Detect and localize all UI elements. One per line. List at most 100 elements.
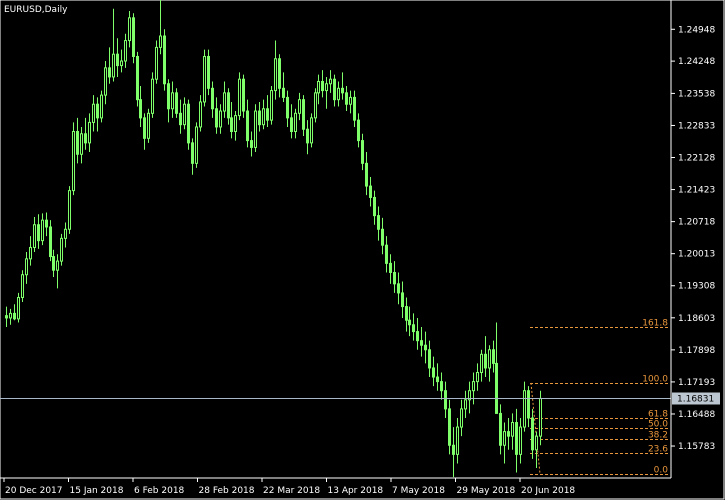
candle-body <box>349 96 352 105</box>
candle-body <box>132 17 135 57</box>
current-price-tag <box>672 392 720 405</box>
candle-body <box>266 108 269 121</box>
candle-body <box>37 224 40 242</box>
candle-body <box>195 126 198 164</box>
candle-body <box>191 142 194 164</box>
candle-body <box>412 324 415 333</box>
candle-body <box>357 119 360 142</box>
candle-body <box>306 128 309 144</box>
candle-body <box>507 431 510 437</box>
candle-body <box>511 422 514 437</box>
candle-body <box>207 55 210 89</box>
candle-body <box>120 60 123 67</box>
candle-body <box>76 131 79 155</box>
candle-body <box>460 408 463 428</box>
y-tick-label: 1.19308 <box>678 282 715 292</box>
candle-body <box>452 444 455 455</box>
candle-body <box>234 115 237 133</box>
candle-body <box>448 408 451 446</box>
candle-body <box>294 112 297 133</box>
candle-body <box>56 260 59 271</box>
candle-body <box>373 196 376 217</box>
candle-body <box>13 312 16 320</box>
candle-body <box>100 94 103 119</box>
x-tick-label: 20 Jun 2018 <box>521 486 575 496</box>
candle-body <box>476 372 479 383</box>
fibonacci-level-label: 23.6 <box>648 445 668 455</box>
candle-body <box>124 40 127 62</box>
candle-body <box>88 121 91 144</box>
candle-body <box>219 110 222 128</box>
candle-body <box>353 96 356 121</box>
current-price-label: 1.16831 <box>677 395 714 405</box>
candle-body <box>17 296 20 320</box>
candle-body <box>179 112 182 126</box>
candle-body <box>175 92 178 114</box>
x-tick-label: 15 Jan 2018 <box>70 486 124 496</box>
fibonacci-trend-line <box>530 382 541 474</box>
candle-body <box>302 99 305 130</box>
x-tick-label: 29 May 2018 <box>457 486 516 496</box>
candle-body <box>393 271 396 285</box>
candle-body <box>21 274 24 298</box>
candle-body <box>230 117 233 133</box>
x-tick-label: 20 Dec 2017 <box>5 486 63 496</box>
candle-body <box>187 103 190 144</box>
candle-body <box>503 431 506 446</box>
candle-body <box>440 381 443 392</box>
candle-body <box>325 83 328 92</box>
candle-body <box>416 331 419 342</box>
candle-body <box>282 87 285 98</box>
candle-body <box>329 78 332 85</box>
candle-body <box>317 80 320 94</box>
candle-body <box>49 226 52 258</box>
candle-body <box>345 92 348 105</box>
candle-body <box>155 46 158 80</box>
candle-body <box>116 53 119 67</box>
candle-body <box>203 55 206 103</box>
y-tick-label: 1.20013 <box>678 250 715 260</box>
y-tick-label: 1.22128 <box>678 154 715 164</box>
candle-body <box>68 190 71 230</box>
candle-body <box>270 90 273 121</box>
candle-body <box>519 426 522 455</box>
candle-body <box>389 262 392 273</box>
x-tick-label: 6 Feb 2018 <box>134 486 185 496</box>
candle-body <box>286 96 289 119</box>
x-tick-label: 13 Apr 2018 <box>328 486 384 496</box>
candle-body <box>108 67 111 78</box>
y-tick-label: 1.24948 <box>678 25 715 35</box>
candle-body <box>41 219 44 242</box>
candle-body <box>163 35 166 85</box>
candle-body <box>5 315 8 319</box>
y-tick-label: 1.20718 <box>678 218 715 228</box>
x-tick-label: 22 Mar 2018 <box>263 486 320 496</box>
candle-body <box>45 219 48 228</box>
candle-body <box>290 117 293 133</box>
candle-body <box>112 53 115 78</box>
candle-body <box>242 78 245 112</box>
price-line-group: 1.16831 <box>0 392 720 405</box>
candle-body <box>211 87 214 110</box>
fibonacci-level-label: 38.2 <box>648 431 668 441</box>
y-tick-label: 1.15783 <box>678 442 715 452</box>
candle-body <box>381 228 384 246</box>
candle-body <box>52 256 55 271</box>
candle-body <box>246 110 249 142</box>
candle-body <box>171 92 174 110</box>
candle-body <box>464 399 467 410</box>
candle-body <box>314 92 317 119</box>
candle-body <box>365 162 368 187</box>
candle-body <box>227 92 230 119</box>
fibonacci-group: 161.8 100.0 61.850.038.2 23.6 0.0 <box>530 319 670 476</box>
candle-body <box>405 306 408 321</box>
x-tick-label: 7 May 2018 <box>392 486 445 496</box>
candle-body <box>432 367 435 378</box>
candle-body <box>527 390 530 419</box>
candle-body <box>136 55 139 101</box>
candle-body <box>151 78 154 114</box>
candle-body <box>385 244 388 264</box>
candle-body <box>84 133 87 144</box>
